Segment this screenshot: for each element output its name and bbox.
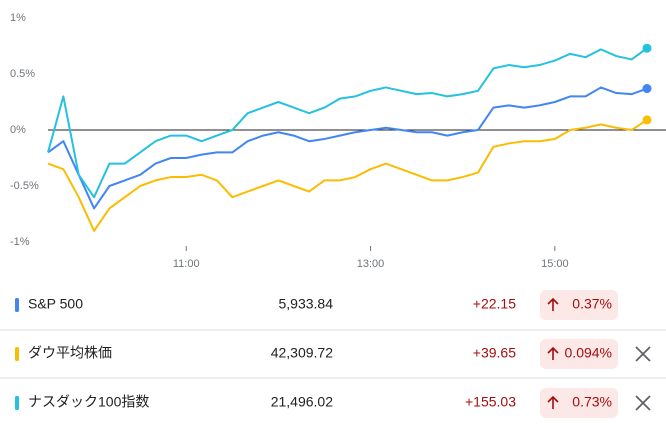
percent-change: 0.37% xyxy=(572,296,612,312)
close-icon xyxy=(635,346,651,362)
legend-swatch xyxy=(15,298,19,312)
up-arrow xyxy=(547,395,559,409)
percent-change: 0.73% xyxy=(572,394,612,410)
price: 21,496.02 xyxy=(271,394,333,410)
remove-button[interactable] xyxy=(635,346,651,362)
change: +155.03 xyxy=(465,394,516,410)
y-tick-label: 0.5% xyxy=(10,68,35,80)
price: 42,309.72 xyxy=(271,345,333,361)
close-icon xyxy=(635,395,651,411)
series-line xyxy=(47,86,648,210)
change: +22.15 xyxy=(473,296,516,312)
end-dot xyxy=(642,43,652,53)
remove-button[interactable] xyxy=(635,395,651,411)
y-tick-label: -0.5% xyxy=(10,180,39,192)
percent-chip xyxy=(540,290,618,320)
end-dot xyxy=(642,84,652,94)
end-dot xyxy=(642,115,652,125)
legend-swatch xyxy=(15,347,19,361)
percent-chip xyxy=(540,388,618,418)
series-line xyxy=(47,119,648,232)
x-tick-label: 13:00 xyxy=(357,258,385,270)
ticker-name: ナスダック100指数 xyxy=(28,394,149,410)
percent-chip xyxy=(540,339,618,369)
ticker-name: S&P 500 xyxy=(28,296,83,312)
up-arrow xyxy=(547,346,559,360)
y-tick-label: 1% xyxy=(10,12,26,24)
y-tick-label: 0% xyxy=(10,124,26,136)
ticker-name: ダウ平均株価 xyxy=(28,345,112,361)
y-tick-label: -1% xyxy=(10,236,30,248)
x-tick-label: 15:00 xyxy=(541,258,569,270)
up-arrow xyxy=(547,297,559,311)
percent-change: 0.094% xyxy=(565,345,612,361)
change: +39.65 xyxy=(473,345,516,361)
x-tick-label: 11:00 xyxy=(173,258,200,270)
legend-swatch xyxy=(15,396,19,410)
price: 5,933.84 xyxy=(279,296,334,312)
series-line xyxy=(47,47,648,199)
